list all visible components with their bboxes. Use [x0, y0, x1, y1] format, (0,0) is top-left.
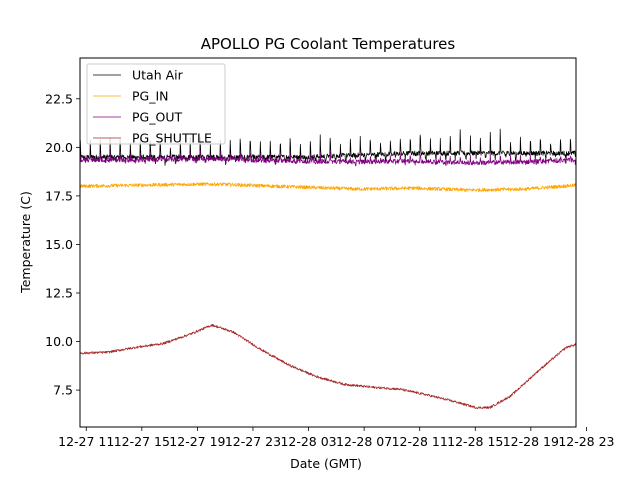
series-layer	[80, 128, 576, 410]
y-tick-label: 7.5	[53, 383, 73, 398]
x-axis-label: Date (GMT)	[290, 456, 362, 471]
x-tick-label: 12-27 11	[58, 434, 114, 449]
y-tick-label: 22.5	[45, 91, 73, 106]
x-tick-label: 12-28 03	[280, 434, 336, 449]
y-axis-label: Temperature (C)	[18, 191, 33, 294]
plot-area	[79, 57, 577, 428]
y-tick-label: 15.0	[45, 237, 73, 252]
legend: Utah Air PG_IN PG_OUT PG_SHUTTLE	[86, 63, 226, 146]
x-tick-label: 12-27 23	[225, 434, 281, 449]
series-line-pg-in	[80, 182, 576, 192]
y-tick-label: 12.5	[45, 285, 73, 300]
y-tick-label: 10.0	[45, 334, 73, 349]
x-tick-label: 12-28 11	[392, 434, 448, 449]
x-tick-label: 12-27 15	[114, 434, 170, 449]
legend-box	[86, 63, 226, 145]
x-tick-label: 12-27 19	[169, 434, 225, 449]
legend-label-utah-air: Utah Air	[132, 68, 184, 83]
series-line-pg-out	[80, 149, 576, 167]
legend-label-pg-in: PG_IN	[132, 89, 169, 104]
chart-title: APOLLO PG Coolant Temperatures	[201, 35, 456, 53]
x-tick-label: 12-28 15	[447, 434, 503, 449]
legend-label-pg-shuttle: PG_SHUTTLE	[132, 131, 212, 146]
x-tick-label: 12-28 07	[336, 434, 392, 449]
y-tick-label: 17.5	[45, 188, 73, 203]
legend-label-pg-out: PG_OUT	[132, 110, 182, 125]
y-axis: 7.5 10.0 12.5 15.0 17.5 20.0 22.5	[45, 91, 80, 398]
x-tick-label: 12-28 23	[558, 434, 614, 449]
x-tick-label: 12-28 19	[503, 434, 559, 449]
y-tick-label: 20.0	[45, 140, 73, 155]
plot-frame	[79, 57, 577, 428]
series-line-pg-shuttle	[80, 323, 576, 410]
x-axis: 12-27 11 12-27 15 12-27 19 12-27 23 12-28 03…	[58, 427, 615, 449]
